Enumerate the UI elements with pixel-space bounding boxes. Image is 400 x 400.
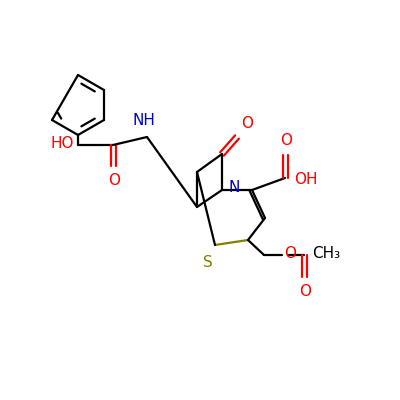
Text: O: O [280,133,292,148]
Text: S: S [203,255,213,270]
Text: NH: NH [132,113,156,128]
Text: CH₃: CH₃ [312,246,340,260]
Text: OH: OH [294,172,318,188]
Text: HO: HO [50,136,74,150]
Text: N: N [229,180,240,196]
Text: O: O [241,116,253,131]
Text: O: O [108,173,120,188]
Text: O: O [284,246,296,260]
Text: O: O [299,284,311,299]
